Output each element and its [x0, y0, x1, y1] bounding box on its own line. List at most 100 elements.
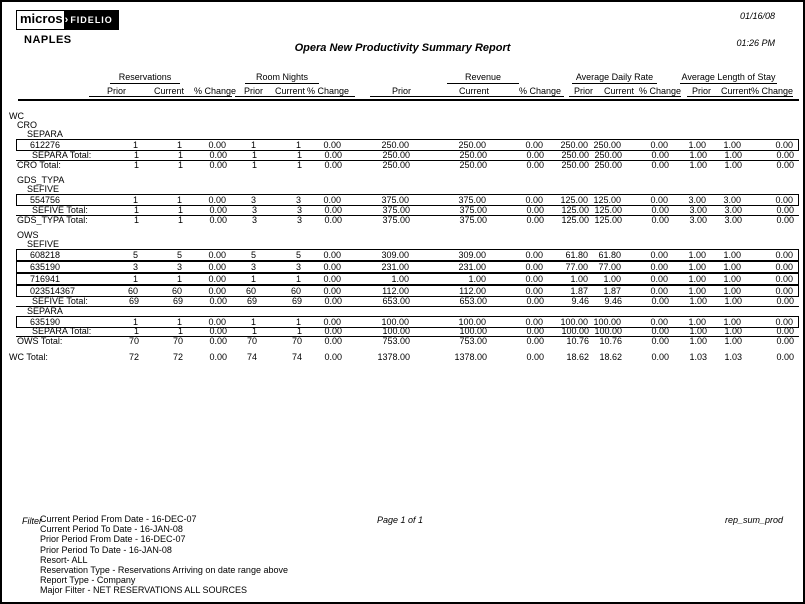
value-cell: 0.00: [650, 250, 668, 260]
value-cell: 0.00: [650, 286, 668, 296]
value-cell: 0.00: [208, 195, 226, 205]
value-cell: 0.00: [209, 204, 227, 215]
value-cell: 3: [295, 262, 301, 272]
value-cell: 1: [295, 140, 301, 150]
row-label: GDS_TYPA Total:: [17, 215, 88, 225]
value-cell: 1.00: [688, 274, 706, 284]
subheader-rule: [89, 96, 232, 97]
table-column-headers: Reservations Room Nights Revenue Average Da…: [2, 70, 803, 102]
row-label: OWS: [17, 231, 39, 240]
value-cell: 1: [177, 326, 183, 336]
value-cell: 0.00: [526, 204, 544, 215]
value-cell: 1.00: [688, 286, 706, 296]
value-cell: 5: [295, 250, 301, 260]
column-group-room-nights: Room Nights: [245, 72, 319, 84]
value-cell: 100.00: [458, 316, 486, 327]
value-cell: 0.00: [525, 286, 543, 296]
logo-chevron-icon: ›: [64, 14, 70, 26]
value-cell: 5: [176, 250, 182, 260]
filter-line: Reservation Type - Reservations Arriving…: [40, 564, 288, 575]
table-row: CRO Total: 1 1 0.00 1 1 0.00 250.00 250.00 0.00 25…: [8, 159, 799, 171]
value-cell: 1: [133, 159, 139, 170]
table-row: GDS_TYPA Total: 1 1 0.00 3 3 0.00 375.00 375.00 0…: [8, 214, 799, 226]
value-cell: 0.00: [323, 195, 341, 205]
value-cell: 0.00: [776, 295, 794, 306]
value-cell: 250.00: [594, 149, 622, 160]
value-cell: 69: [246, 295, 257, 306]
value-cell: 375.00: [381, 195, 409, 205]
value-cell: 0.00: [209, 149, 227, 160]
column-subheader-current: Current: [459, 86, 490, 96]
value-cell: 0.00: [526, 149, 544, 160]
value-cell: 250.00: [561, 159, 589, 170]
row-label: OWS Total:: [17, 337, 63, 346]
table-row: SEPARA Total: 1 1 0.00 1 1 0.00 100.00 100.00 0.0…: [16, 326, 799, 337]
value-cell: 0.00: [775, 250, 793, 260]
value-cell: 0.00: [526, 214, 544, 225]
value-cell: 0.00: [776, 214, 794, 225]
value-cell: 1: [296, 149, 302, 160]
logo-micros-text: micros: [20, 11, 63, 26]
table-row: 716941 1 1 0.00 1 1 0.00 1.00 1.00 0.00 1.00 1.00 0.…: [16, 273, 799, 285]
group-label-row: SEFIVE: [8, 185, 799, 194]
value-cell: 9.46: [604, 295, 622, 306]
subheader-rule: [235, 96, 355, 97]
table-row: WC Total: 72 72 0.00 74 74 0.00 1378.00 1378.00 0…: [8, 351, 799, 363]
filter-line: Major Filter - NET RESERVATIONS ALL SOUR…: [40, 585, 248, 596]
value-cell: 0.00: [525, 316, 543, 327]
value-cell: 0.00: [209, 295, 227, 306]
value-cell: 0.00: [208, 140, 226, 150]
value-cell: 1: [296, 159, 302, 170]
value-cell: 18.62: [566, 351, 589, 362]
value-cell: 0.00: [323, 286, 341, 296]
value-cell: 375.00: [458, 195, 486, 205]
row-label: 554756: [30, 195, 61, 205]
value-cell: 10.76: [599, 336, 622, 346]
value-cell: 0.00: [776, 149, 794, 160]
value-cell: 18.62: [599, 351, 622, 362]
table-row: 608218 5 5 0.00 5 5 0.00 309.00 309.00 0.00 61.80 6…: [16, 249, 799, 261]
filter-line: Report Type - Company: [40, 575, 136, 586]
value-cell: 77.00: [598, 262, 621, 272]
value-cell: 653.00: [459, 295, 487, 306]
value-cell: 125.00: [561, 214, 589, 225]
value-cell: 0.00: [776, 351, 794, 362]
value-cell: 77.00: [565, 262, 588, 272]
report-time: 01:26 PM: [736, 38, 775, 48]
value-cell: 1: [177, 214, 183, 225]
value-cell: 250.00: [593, 140, 621, 150]
row-label: CRO: [17, 121, 37, 130]
group-label-row: WC: [8, 112, 799, 121]
value-cell: 0.00: [650, 140, 668, 150]
value-cell: 250.00: [458, 140, 486, 150]
group-label-row: SEPARA: [8, 130, 799, 139]
row-label: 635190: [30, 262, 61, 272]
value-cell: 375.00: [459, 204, 487, 215]
column-subheader-current: Current: [154, 86, 185, 96]
value-cell: 1: [176, 274, 182, 284]
value-cell: 70: [291, 336, 302, 346]
value-cell: 250.00: [459, 159, 487, 170]
table-row: SEPARA Total: 1 1 0.00 1 1 0.00 250.00 250.00 0.0…: [16, 149, 799, 161]
value-cell: 753.00: [459, 336, 487, 346]
value-cell: 231.00: [381, 262, 409, 272]
value-cell: 0.00: [775, 140, 793, 150]
row-label: GDS_TYPA: [17, 176, 65, 185]
value-cell: 1: [295, 274, 301, 284]
value-cell: 112.00: [459, 286, 486, 296]
row-label: SEPARA Total:: [32, 150, 92, 160]
value-cell: 1378.00: [454, 351, 487, 362]
row-label: SEFIVE Total:: [32, 296, 88, 306]
value-cell: 0.00: [651, 159, 669, 170]
value-cell: 3.00: [724, 214, 742, 225]
value-cell: 1.00: [724, 336, 742, 346]
group-label-row: GDS_TYPA: [8, 176, 799, 185]
value-cell: 1.03: [689, 351, 707, 362]
value-cell: 69: [172, 295, 183, 306]
value-cell: 0.00: [651, 149, 669, 160]
column-subheader-current: Current: [604, 86, 635, 96]
value-cell: 0.00: [651, 326, 669, 336]
value-cell: 60: [127, 286, 138, 296]
value-cell: 0.00: [324, 336, 342, 346]
value-cell: 1: [295, 316, 301, 327]
